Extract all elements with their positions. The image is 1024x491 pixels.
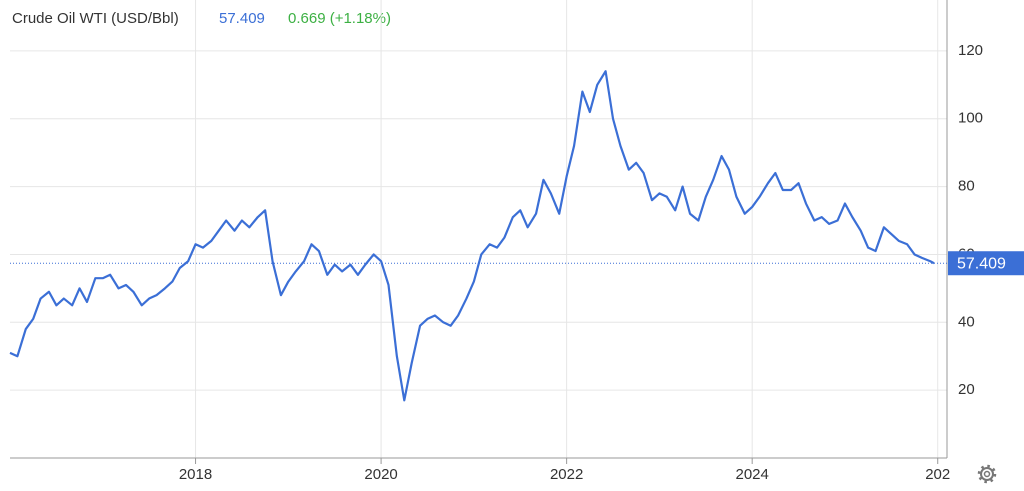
x-tick-label: 202 [925, 466, 950, 483]
chart-title: Crude Oil WTI (USD/Bbl) [12, 10, 179, 27]
y-tick-label: 100 [958, 110, 983, 127]
y-tick-label: 40 [958, 313, 975, 330]
x-tick-label: 2018 [179, 466, 212, 483]
last-value-label: 57.409 [957, 255, 1006, 272]
y-tick-label: 80 [958, 178, 975, 195]
x-tick-label: 2022 [550, 466, 583, 483]
gear-center[interactable] [983, 470, 991, 478]
y-tick-label: 120 [958, 42, 983, 59]
gear-teeth[interactable] [977, 464, 997, 484]
x-tick-label: 2020 [364, 466, 397, 483]
last-value: 57.409 [219, 10, 265, 27]
gear[interactable] [980, 467, 994, 481]
y-tick-label: 20 [958, 381, 975, 398]
last-value-badge [948, 251, 1024, 276]
settings-icon[interactable] [977, 464, 997, 484]
change: 0.669 (+1.18%) [288, 10, 391, 27]
x-tick-label: 2024 [735, 466, 768, 483]
price-line [9, 70, 935, 402]
